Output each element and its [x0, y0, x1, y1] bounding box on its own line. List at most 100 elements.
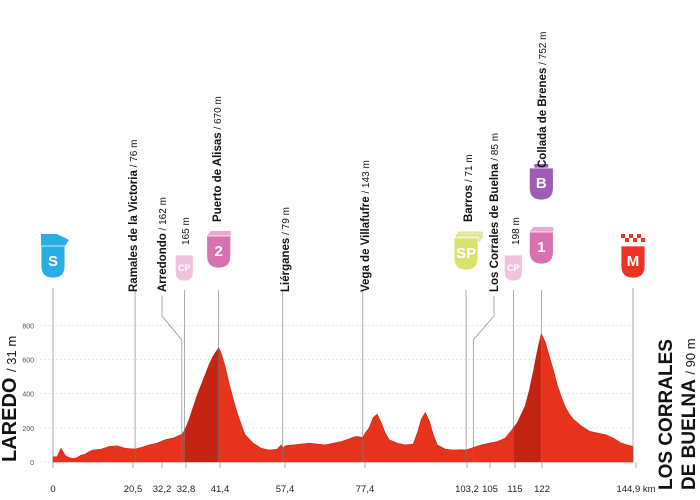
- waypoint-label-4-alt: / 79 m: [281, 207, 292, 238]
- x-tick-label: 32,8: [177, 484, 196, 495]
- checker-cell: [637, 238, 641, 242]
- bonus-badge: B: [528, 167, 554, 201]
- waypoint-label-3-alt: / 670 m: [213, 96, 224, 132]
- waypoint-label-5-alt: / 143 m: [361, 160, 372, 196]
- badge-6: SP: [453, 237, 479, 271]
- start-badge: S: [40, 245, 66, 279]
- x-tick-label: 20,5: [124, 484, 143, 495]
- waypoint-label-1-alt: / 162 m: [158, 197, 169, 233]
- bonus-cap: [534, 164, 549, 169]
- waypoint-label-4: Liérganes / 79 m: [280, 207, 292, 292]
- finish-alt-sep: /: [683, 367, 698, 374]
- waypoint-label-0-alt: / 76 m: [129, 140, 140, 171]
- checker-cell: [629, 234, 633, 238]
- waypoint-label-3-name: Puerto de Alisas: [212, 132, 224, 222]
- start-badge-shape: [40, 245, 66, 279]
- finish-alt: 90 m: [683, 338, 698, 367]
- x-tick-label: 103,2: [455, 484, 479, 495]
- y-tick-label: 800: [22, 323, 34, 330]
- finish-checker: [621, 234, 645, 242]
- badge-3: 2: [206, 235, 232, 269]
- waypoint-label-7-alt: / 85 m: [490, 133, 501, 164]
- checker-cell: [629, 238, 633, 242]
- bonus-badge-text: B: [536, 175, 547, 192]
- badge-2: CP: [174, 254, 194, 282]
- climb-shade-brenes: [513, 333, 542, 462]
- start-alt-sep: /: [4, 365, 19, 372]
- start-flag: [41, 234, 69, 246]
- x-tick-label: 57,4: [276, 484, 295, 495]
- waypoint-label-5: Vega de Villafufre / 143 m: [360, 160, 372, 292]
- y-tick-label: 600: [22, 358, 34, 365]
- start-badge-text: S: [48, 253, 58, 270]
- checker-cell: [621, 238, 625, 242]
- y-tick-label: 200: [22, 426, 34, 433]
- leader-7: [472, 296, 495, 462]
- x-tick-label: 144,9 km: [616, 484, 655, 495]
- start-name-text: LAREDO: [0, 378, 21, 462]
- badge-2-shape: [174, 254, 194, 282]
- waypoint-badges: S M CP 2 SP CP 1 B: [40, 164, 646, 282]
- waypoint-label-8: 198 m: [511, 217, 522, 245]
- x-tick-label: 32,2: [153, 484, 172, 495]
- start-name: LAREDO / 31 m: [0, 336, 21, 462]
- x-tick-label: 115: [507, 484, 522, 495]
- checker-cell: [625, 238, 629, 242]
- x-tick-label: 122: [534, 484, 550, 495]
- waypoint-label-0-name: Ramales de la Victoria: [128, 170, 140, 292]
- waypoint-label-7-name: Los Corrales de Buelna: [489, 163, 501, 292]
- checker-cell: [625, 234, 629, 238]
- badge-6-text: SP: [456, 245, 476, 262]
- waypoint-labels: Ramales de la Victoria / 76 m Arredondo /…: [128, 32, 549, 292]
- checker-cell: [621, 234, 625, 238]
- waypoint-label-9: Collada de Brenes / 752 m: [537, 32, 549, 168]
- start-alt: 31 m: [4, 336, 19, 365]
- waypoint-label-1: Arredondo / 162 m: [157, 197, 169, 292]
- badge-9-shape: [528, 231, 554, 265]
- badge-8-text: CP: [507, 263, 520, 273]
- waypoint-label-9-alt: / 752 m: [538, 32, 549, 68]
- checker-cell: [637, 234, 641, 238]
- checker-cell: [641, 238, 645, 242]
- waypoint-leader-lines: [52, 288, 634, 462]
- waypoint-label-7: Los Corrales de Buelna / 85 m: [489, 133, 501, 292]
- waypoint-label-6-alt: / 71 m: [464, 154, 475, 185]
- bonus-badge-shape: [528, 167, 554, 201]
- waypoint-label-6: Barros / 71 m: [463, 154, 475, 222]
- km-axis: 0 20,5 32,2 32,8 41,4 57,4 77,4 103,2 105 115 122 1…: [50, 462, 656, 495]
- waypoint-label-0: Ramales de la Victoria / 76 m: [128, 140, 140, 292]
- waypoint-label-9-name: Collada de Brenes: [537, 68, 549, 168]
- waypoint-label-1-name: Arredondo: [157, 233, 169, 292]
- badge-9: 1: [528, 231, 554, 265]
- finish-badge: M: [620, 245, 646, 279]
- badge-2-text: CP: [178, 263, 191, 273]
- finish-name-line2: DE BUELNA: [679, 379, 700, 490]
- badge-8: CP: [503, 254, 523, 282]
- leader-1: [161, 296, 183, 462]
- mountain-cap-3: [206, 231, 231, 236]
- waypoint-label-6-name: Barros: [463, 185, 475, 222]
- badge-8-shape: [503, 254, 523, 282]
- waypoint-label-2: 165 m: [181, 217, 192, 245]
- waypoint-label-3: Puerto de Alisas / 670 m: [212, 96, 224, 222]
- finish-name-line1: LOS CORRALES: [656, 339, 677, 490]
- climb-shade-alisas: [184, 347, 219, 462]
- badge-6-shape: [453, 237, 479, 271]
- checker-cell: [633, 234, 637, 238]
- checker-cell: [641, 234, 645, 238]
- finish-name: LOS CORRALES: [656, 339, 677, 490]
- x-tick-label: 77,4: [356, 484, 375, 495]
- elevation-profile: [52, 332, 634, 463]
- x-tick-label: 0: [50, 484, 55, 495]
- waypoint-label-2-alt: 165 m: [181, 217, 192, 245]
- checker-cell: [633, 238, 637, 242]
- badge-3-text: 2: [215, 243, 223, 260]
- badge-3-shape: [206, 235, 232, 269]
- profile-area: [52, 332, 634, 463]
- y-tick-label: 400: [22, 392, 34, 399]
- badge-9-text: 1: [537, 239, 545, 256]
- finish-badge-shape: [620, 245, 646, 279]
- mountain-cap-9: [529, 227, 554, 232]
- finish-name-2: DE BUELNA / 90 m: [679, 338, 700, 490]
